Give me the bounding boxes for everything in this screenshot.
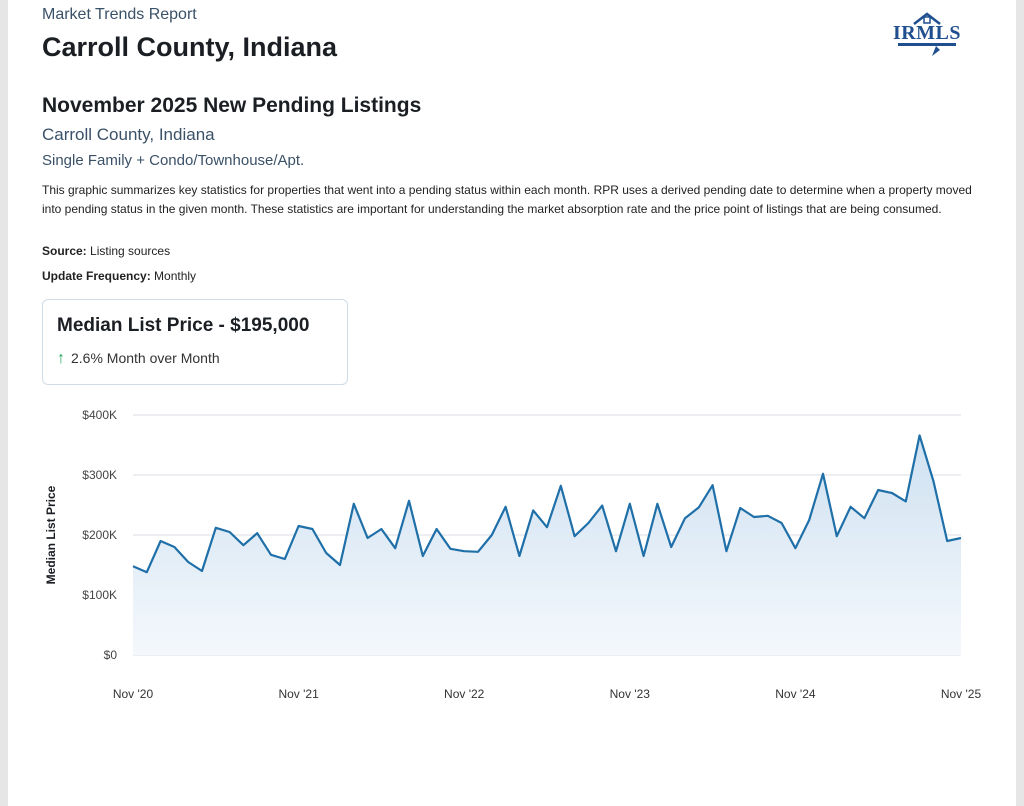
- logo-text: IRMLS: [892, 22, 962, 44]
- series-area: [133, 435, 961, 655]
- section-county: Carroll County, Indiana: [42, 125, 215, 144]
- irmls-logo: IRMLS: [892, 10, 962, 56]
- month-over-month-change: ↑ 2.6% Month over Month: [57, 350, 220, 368]
- house-roof-icon: [913, 12, 941, 56]
- county-title: Carroll County, Indiana: [42, 32, 338, 62]
- frequency-line: Update Frequency: Monthly: [42, 269, 196, 283]
- median-list-price-chart: $0 $100K $200K $300K $400K Median List Price N…: [44, 408, 982, 701]
- y-tick-label: $200K: [82, 528, 117, 542]
- report-label: Market Trends Report: [42, 6, 197, 23]
- x-tick-label: Nov '21: [278, 687, 319, 701]
- x-tick-label: Nov '24: [775, 687, 816, 701]
- frequency-value: Monthly: [154, 269, 197, 283]
- y-tick-label: $100K: [82, 588, 117, 602]
- source-line: Source: Listing sources: [42, 244, 170, 258]
- median-price-card: Median List Price - $195,000 ↑ 2.6% Month…: [42, 299, 348, 385]
- frequency-label: Update Frequency:: [42, 269, 151, 283]
- arrow-up-icon: ↑: [57, 350, 65, 367]
- section-title: November 2025 New Pending Listings: [42, 94, 422, 117]
- x-tick-label: Nov '25: [941, 687, 982, 701]
- change-text: 2.6% Month over Month: [71, 350, 220, 366]
- y-axis-label: Median List Price: [44, 485, 58, 584]
- y-tick-label: $0: [104, 648, 118, 662]
- section-description: This graphic summarizes key statistics f…: [42, 183, 972, 216]
- source-label: Source:: [42, 244, 87, 258]
- section-property-types: Single Family + Condo/Townhouse/Apt.: [42, 152, 305, 169]
- source-value: Listing sources: [90, 244, 171, 258]
- x-tick-label: Nov '23: [610, 687, 651, 701]
- x-tick-label: Nov '20: [113, 687, 154, 701]
- median-price-title: Median List Price - $195,000: [57, 315, 310, 336]
- y-tick-label: $300K: [82, 468, 117, 482]
- series-line: [132, 434, 962, 574]
- logo-underline: [898, 43, 956, 46]
- report-page: Market Trends Report Carroll County, Ind…: [8, 0, 1016, 806]
- x-tick-label: Nov '22: [444, 687, 485, 701]
- y-tick-label: $400K: [82, 408, 117, 422]
